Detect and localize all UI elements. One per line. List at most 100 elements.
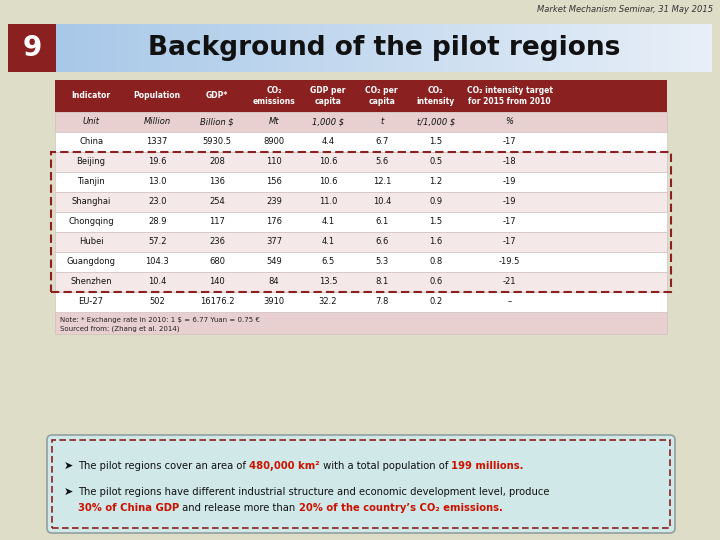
Bar — [55, 172, 667, 192]
Bar — [55, 252, 667, 272]
Text: with a total population of: with a total population of — [320, 461, 451, 471]
Text: Chongqing: Chongqing — [68, 218, 114, 226]
Text: 23.0: 23.0 — [148, 198, 166, 206]
Text: -17: -17 — [503, 238, 516, 246]
Text: 236: 236 — [210, 238, 225, 246]
Text: -19: -19 — [503, 178, 516, 186]
Text: GDP per
capita: GDP per capita — [310, 86, 346, 106]
Text: -19.5: -19.5 — [499, 258, 521, 267]
Text: EU-27: EU-27 — [78, 298, 104, 307]
Text: 6.7: 6.7 — [375, 138, 389, 146]
Text: t/1,000 $: t/1,000 $ — [417, 118, 455, 126]
Text: The pilot regions cover an area of: The pilot regions cover an area of — [78, 461, 249, 471]
Text: 3910: 3910 — [264, 298, 284, 307]
Text: CO₂ intensity target
for 2015 from 2010: CO₂ intensity target for 2015 from 2010 — [467, 86, 553, 106]
Text: 680: 680 — [210, 258, 225, 267]
Text: 1.6: 1.6 — [429, 238, 442, 246]
Text: 0.5: 0.5 — [429, 158, 442, 166]
Text: 19.6: 19.6 — [148, 158, 166, 166]
Text: Market Mechanism Seminar, 31 May 2015: Market Mechanism Seminar, 31 May 2015 — [537, 5, 713, 14]
Text: GDP*: GDP* — [206, 91, 228, 100]
Text: 12.1: 12.1 — [373, 178, 391, 186]
Text: 1.5: 1.5 — [429, 138, 442, 146]
Text: 20% of the country’s CO₂ emissions.: 20% of the country’s CO₂ emissions. — [299, 503, 503, 513]
Text: 5.3: 5.3 — [375, 258, 388, 267]
Text: 1.5: 1.5 — [429, 218, 442, 226]
Bar — [8, 24, 56, 72]
Text: 0.9: 0.9 — [429, 198, 442, 206]
Text: and release more than: and release more than — [179, 503, 299, 513]
Text: 0.6: 0.6 — [429, 278, 442, 287]
Text: Shanghai: Shanghai — [71, 198, 111, 206]
Text: Unit: Unit — [83, 118, 99, 126]
Text: 5930.5: 5930.5 — [203, 138, 232, 146]
Text: China: China — [79, 138, 103, 146]
Text: 377: 377 — [266, 238, 282, 246]
Text: Guangdong: Guangdong — [67, 258, 116, 267]
Text: 176: 176 — [266, 218, 282, 226]
Text: CO₂
intensity: CO₂ intensity — [417, 86, 455, 106]
Text: 8.1: 8.1 — [375, 278, 388, 287]
Text: 7.8: 7.8 — [375, 298, 389, 307]
Text: 1337: 1337 — [146, 138, 168, 146]
Text: %: % — [505, 118, 513, 126]
Text: 4.1: 4.1 — [321, 238, 335, 246]
Bar — [55, 292, 667, 312]
Text: Million: Million — [144, 118, 171, 126]
Text: 10.4: 10.4 — [373, 198, 391, 206]
Text: 549: 549 — [266, 258, 282, 267]
Text: -17: -17 — [503, 138, 516, 146]
Text: Beijing: Beijing — [76, 158, 106, 166]
Text: 254: 254 — [210, 198, 225, 206]
Bar — [55, 80, 667, 112]
Text: 208: 208 — [210, 158, 225, 166]
Text: 104.3: 104.3 — [145, 258, 169, 267]
Text: -21: -21 — [503, 278, 516, 287]
Text: Billion $: Billion $ — [200, 118, 234, 126]
Text: 6.1: 6.1 — [375, 218, 388, 226]
Bar — [55, 232, 667, 252]
Text: Population: Population — [134, 91, 181, 100]
Text: -18: -18 — [503, 158, 516, 166]
Text: Indicator: Indicator — [71, 91, 111, 100]
Text: 117: 117 — [210, 218, 225, 226]
Text: Note: * Exchange rate in 2010: 1 $ = 6.77 Yuan = 0.75 €: Note: * Exchange rate in 2010: 1 $ = 6.7… — [60, 317, 260, 323]
Bar — [56, 24, 712, 72]
Text: 1,000 $: 1,000 $ — [312, 118, 344, 126]
Text: 140: 140 — [210, 278, 225, 287]
Text: 502: 502 — [149, 298, 165, 307]
Text: 84: 84 — [269, 278, 279, 287]
Text: Shenzhen: Shenzhen — [71, 278, 112, 287]
Bar — [55, 112, 667, 132]
Text: 10.4: 10.4 — [148, 278, 166, 287]
Text: 4.4: 4.4 — [321, 138, 335, 146]
Text: 4.1: 4.1 — [321, 218, 335, 226]
Bar — [55, 132, 667, 152]
Text: Background of the pilot regions: Background of the pilot regions — [148, 35, 620, 61]
Text: t: t — [380, 118, 384, 126]
Text: 9: 9 — [22, 34, 42, 62]
Text: ➤: ➤ — [64, 461, 73, 471]
Text: 32.2: 32.2 — [319, 298, 337, 307]
Text: 13.5: 13.5 — [319, 278, 337, 287]
Text: 30% of China GDP: 30% of China GDP — [78, 503, 179, 513]
Text: ➤: ➤ — [64, 487, 73, 497]
Bar — [55, 312, 667, 334]
Bar — [55, 212, 667, 232]
Text: 199 millions.: 199 millions. — [451, 461, 523, 471]
Text: 28.9: 28.9 — [148, 218, 166, 226]
Text: 16176.2: 16176.2 — [200, 298, 235, 307]
Bar — [55, 272, 667, 292]
Text: 6.6: 6.6 — [375, 238, 389, 246]
Text: Sourced from: (Zhang et al. 2014): Sourced from: (Zhang et al. 2014) — [60, 325, 179, 332]
Text: 110: 110 — [266, 158, 282, 166]
Text: 0.8: 0.8 — [429, 258, 442, 267]
Text: 239: 239 — [266, 198, 282, 206]
Text: -19: -19 — [503, 198, 516, 206]
Text: –: – — [508, 298, 512, 307]
Text: The pilot regions have different industrial structure and economic development l: The pilot regions have different industr… — [78, 487, 549, 497]
Bar — [55, 152, 667, 172]
Text: 136: 136 — [210, 178, 225, 186]
Text: 13.0: 13.0 — [148, 178, 166, 186]
Text: 0.2: 0.2 — [429, 298, 442, 307]
